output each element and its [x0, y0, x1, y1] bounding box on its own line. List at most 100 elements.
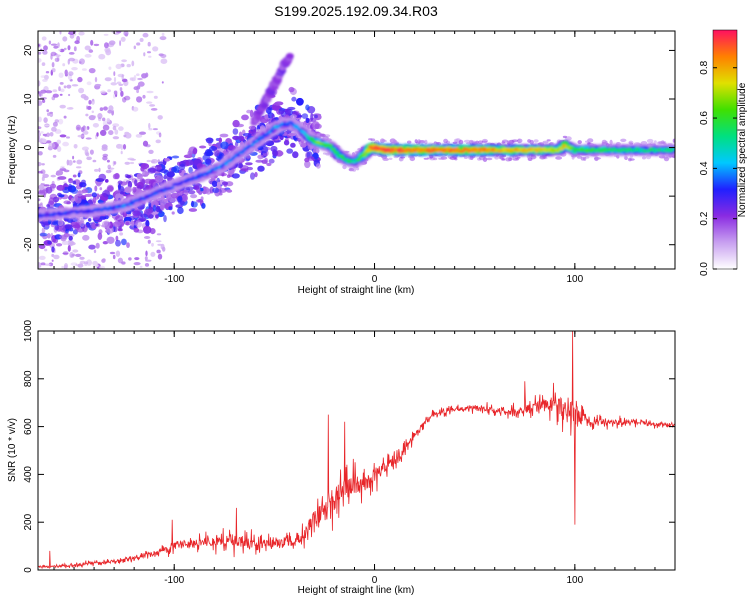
noise-cell [254, 171, 258, 178]
noise-cell [152, 128, 158, 131]
noise-cell [285, 108, 291, 116]
noise-cell [49, 183, 57, 189]
spectrogram-y-tick-label: -20 [23, 237, 34, 252]
noise-cell [71, 67, 78, 71]
noise-cell [471, 140, 476, 143]
noise-cell [478, 140, 484, 144]
noise-cell [241, 114, 249, 121]
noise-cell [139, 265, 143, 268]
noise-cell [181, 194, 188, 203]
noise-cell [43, 45, 48, 51]
noise-cell [38, 116, 42, 123]
noise-cell [438, 157, 445, 160]
noise-cell [41, 36, 47, 41]
noise-cell [156, 249, 161, 254]
noise-cell [66, 159, 70, 166]
noise-cell [41, 227, 46, 234]
noise-cell [98, 167, 101, 173]
noise-cell [50, 43, 58, 46]
noise-cell [113, 76, 117, 83]
noise-cell [255, 159, 263, 163]
ridge-cell [672, 147, 675, 151]
noise-cell [102, 190, 111, 198]
noise-cell [88, 68, 96, 74]
noise-cell [62, 141, 69, 147]
noise-cell [100, 129, 107, 136]
colorbar-tick-label: 0.6 [699, 111, 710, 125]
noise-cell [292, 151, 299, 159]
noise-cell [135, 134, 143, 138]
noise-cell [219, 133, 229, 138]
noise-cell [78, 31, 85, 36]
noise-cell [414, 139, 418, 144]
noise-cell [57, 219, 64, 227]
noise-cell [147, 167, 156, 174]
noise-cell [117, 180, 123, 185]
noise-cell [38, 51, 42, 55]
noise-cell [157, 253, 163, 260]
colorbar-tick-label: 0.0 [699, 262, 710, 276]
noise-cell [124, 186, 132, 194]
noise-cell [417, 139, 421, 145]
ridge-cell [257, 138, 261, 142]
noise-cell [601, 139, 607, 145]
noise-cell [59, 234, 68, 240]
noise-cell [146, 90, 154, 94]
spectrogram-y-tick-label: -10 [23, 188, 34, 203]
noise-cell [75, 196, 82, 204]
noise-cell [58, 86, 61, 92]
noise-cell [93, 43, 100, 47]
noise-cell [157, 115, 163, 120]
noise-cell [84, 261, 89, 265]
noise-cell [119, 87, 123, 92]
noise-cell [246, 155, 251, 159]
noise-cell [73, 144, 78, 149]
noise-cell [132, 106, 139, 112]
noise-cell [162, 246, 166, 252]
ridge-cell [209, 171, 213, 174]
noise-cell [64, 263, 68, 269]
noise-cell [106, 236, 115, 244]
noise-cell [38, 126, 42, 130]
spectrogram-y-tick-label: 0 [23, 144, 34, 150]
noise-cell [246, 109, 252, 114]
noise-cell [301, 113, 309, 119]
noise-cell [79, 260, 86, 265]
noise-cell [150, 251, 156, 257]
noise-cell [511, 139, 519, 143]
noise-cell [212, 187, 220, 193]
noise-cell [96, 132, 99, 137]
ridge-cell [367, 148, 372, 152]
noise-cell [274, 101, 284, 106]
noise-cell [51, 68, 56, 73]
noise-cell [76, 190, 83, 197]
noise-cell [595, 157, 602, 160]
noise-cell [75, 253, 82, 257]
noise-cell [171, 211, 175, 215]
spectrogram-x-axis: -100 0 100 [53, 31, 676, 285]
noise-cell [87, 105, 92, 110]
noise-cell [107, 186, 114, 192]
noise-cell [38, 203, 44, 208]
noise-cell [113, 32, 119, 35]
noise-cell [102, 220, 111, 228]
noise-cell [40, 262, 46, 266]
noise-cell [190, 194, 198, 199]
noise-cell [148, 149, 154, 154]
noise-cell [69, 34, 75, 39]
noise-cell [432, 157, 438, 161]
noise-cell [156, 233, 162, 236]
noise-cell [133, 262, 141, 266]
noise-cell [86, 156, 92, 161]
noise-cell [53, 45, 59, 49]
noise-cell [153, 95, 158, 99]
noise-cell [211, 180, 218, 187]
noise-cell [64, 69, 68, 76]
noise-cell [150, 108, 158, 111]
ridge-cell [310, 138, 315, 141]
noise-cell [80, 126, 85, 133]
noise-cell [115, 215, 124, 222]
noise-cell [38, 255, 46, 260]
noise-cell [296, 97, 304, 106]
noise-cell [150, 200, 159, 208]
